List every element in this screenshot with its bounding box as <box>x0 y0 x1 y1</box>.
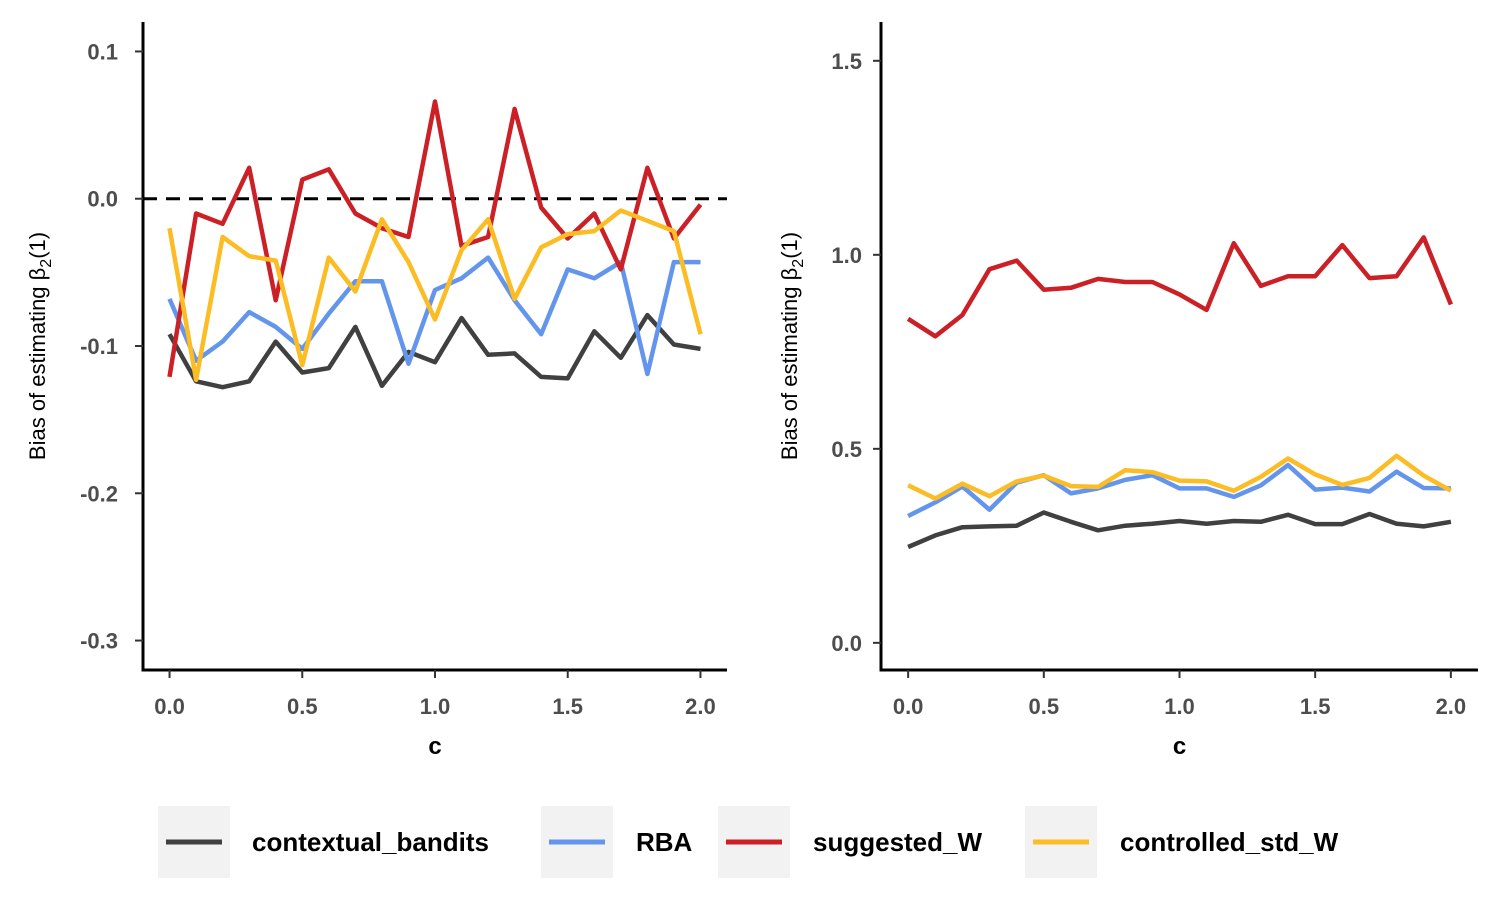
x-tick-label: 0.5 <box>287 694 318 719</box>
right-panel: 0.0 0.5 1.0 1.5 0.0 0.5 1.0 1.5 2.0 c Bias of esti… <box>777 22 1478 760</box>
x-tick-label: 1.0 <box>420 694 451 719</box>
x-axis-title: c <box>428 733 441 760</box>
y-tick-label: 1.5 <box>831 49 862 74</box>
y-axis-title: Bias of estimating β2(1) <box>777 232 807 460</box>
y-tick-label: -0.3 <box>80 629 118 654</box>
x-tick-label: 0.0 <box>154 694 185 719</box>
left-panel: -0.3 -0.2 -0.1 0.0 0.1 0.0 0.5 1.0 1.5 2.0 c Bias o… <box>25 22 727 760</box>
series-line-controlled-std-W <box>907 453 1452 501</box>
y-tick-label: 1.0 <box>831 243 862 268</box>
y-axis-title: Bias of estimating β2(1) <box>25 232 55 460</box>
x-tick-label: 1.5 <box>552 694 583 719</box>
legend-label-rba: RBA <box>636 827 693 857</box>
x-tick-label: 1.0 <box>1164 694 1195 719</box>
y-tick-label: 0.1 <box>87 39 118 64</box>
series-line-contextual-bandits <box>167 312 701 390</box>
x-tick-label: 2.0 <box>685 694 716 719</box>
y-tick-label: -0.2 <box>80 481 118 506</box>
legend: contextual_bandits RBA suggested_W controll… <box>158 806 1339 878</box>
series-line-controlled-std-W <box>167 208 703 383</box>
legend-label-contextual-bandits: contextual_bandits <box>252 827 489 857</box>
series-line-suggested-W <box>167 99 703 378</box>
x-tick-label: 2.0 <box>1436 694 1467 719</box>
series-line-contextual-bandits <box>907 510 1452 550</box>
x-tick-label: 1.5 <box>1300 694 1331 719</box>
legend-label-suggested-w: suggested_W <box>813 827 982 857</box>
y-tick-label: 0.0 <box>831 631 862 656</box>
series-line-suggested-W <box>906 235 1453 339</box>
y-tick-label: 0.0 <box>87 187 118 212</box>
y-tick-label: -0.1 <box>80 334 118 359</box>
series-line-RBA <box>167 255 701 377</box>
legend-label-controlled-std-w: controlled_std_W <box>1120 827 1339 857</box>
x-tick-label: 0.5 <box>1029 694 1060 719</box>
x-tick-label: 0.0 <box>893 694 924 719</box>
y-tick-label: 0.5 <box>831 437 862 462</box>
x-axis-title: c <box>1173 733 1186 760</box>
series-line-RBA <box>907 462 1451 519</box>
